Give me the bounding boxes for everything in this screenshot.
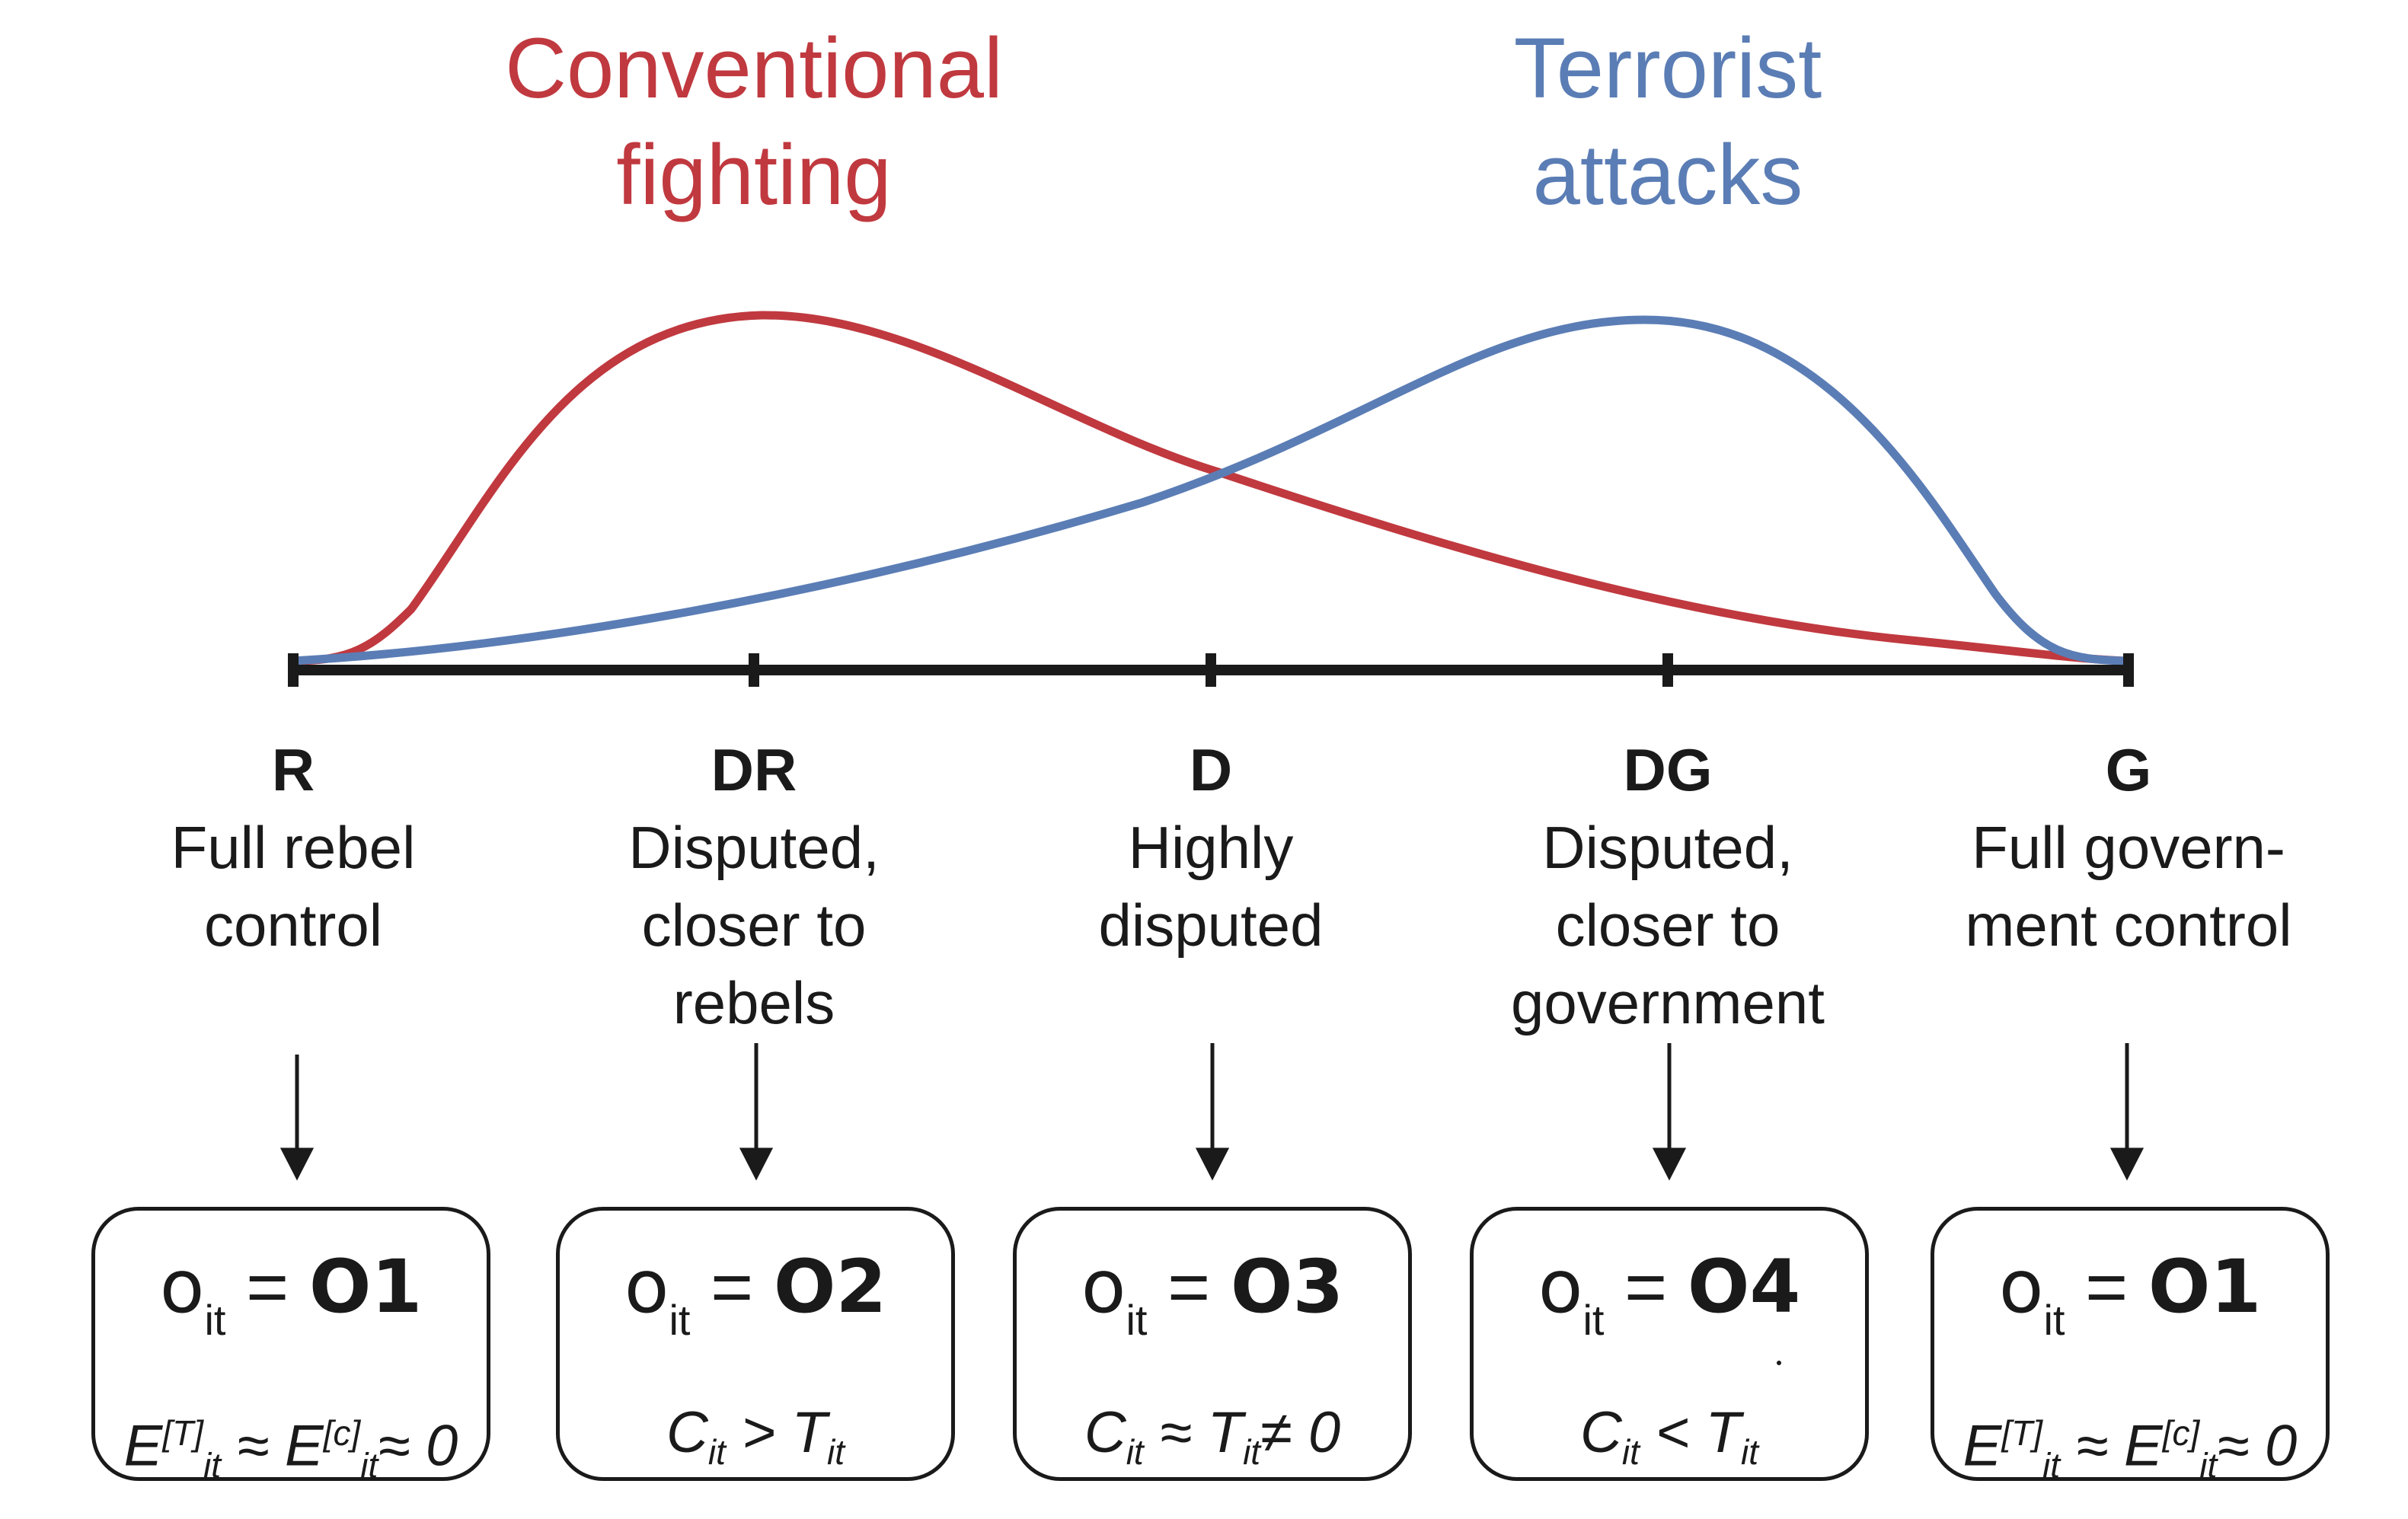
outcome-formula: Cit ≈ Tit≠ 0: [1017, 1396, 1408, 1489]
zone-description: Full rebel control: [171, 814, 416, 959]
formula-text: > T: [725, 1400, 827, 1465]
zone-code: DR: [711, 736, 797, 803]
outcome-box-O3: oit = O3 Cit ≈ Tit≠ 0: [1013, 1207, 1412, 1481]
zone-DR: DR Disputed, closer to rebels: [525, 731, 982, 1042]
formula-subscript: it: [1621, 1432, 1640, 1473]
formula-subscript: it: [203, 1445, 222, 1485]
zone-D: D Highly disputed: [982, 731, 1439, 964]
formula-subscript: it: [1126, 1432, 1144, 1473]
outcome-equation: oit = O1: [95, 1241, 487, 1366]
zone-DG: DG Disputed, closer to government: [1439, 731, 1896, 1042]
formula-text: ≈ 0: [2217, 1413, 2298, 1479]
formula-text: ≠ 0: [1260, 1400, 1341, 1465]
formula-subscript: it: [826, 1432, 845, 1473]
arrow-DR: [739, 1043, 774, 1181]
formula-subscript: it: [2042, 1445, 2061, 1485]
title-terrorist-line2: attacks: [1532, 127, 1803, 222]
title-conventional-fighting: Conventional fighting: [411, 15, 1097, 228]
outcome-equation: oit = O1: [1934, 1241, 2326, 1366]
formula-text: C: [1580, 1400, 1622, 1465]
title-conventional-line2: fighting: [616, 127, 892, 222]
equals-sign: =: [1167, 1246, 1211, 1328]
conventional-fighting-curve: [289, 311, 2129, 665]
outcome-value: O3: [1230, 1244, 1344, 1329]
formula-text: E: [123, 1413, 163, 1479]
outcome-subscript: it: [2043, 1296, 2065, 1344]
formula-superscript: [c]: [2162, 1413, 2200, 1453]
zone-G: G Full govern- ment control: [1900, 731, 2357, 964]
terrorist-attacks-curve: [289, 315, 2129, 665]
outcome-formula: Cit > Tit: [560, 1396, 951, 1489]
outcome-value: O2: [773, 1244, 887, 1329]
outcome-equation: oit = O2: [560, 1241, 951, 1366]
arrow-D: [1195, 1043, 1230, 1181]
formula-text: ≈ 0: [378, 1413, 458, 1479]
outcome-subscript: it: [1582, 1296, 1605, 1344]
zone-code: D: [1189, 736, 1233, 803]
zone-code: R: [271, 736, 315, 803]
formula-text: ≈ E: [2060, 1413, 2163, 1479]
equals-sign: =: [1624, 1246, 1668, 1328]
formula-text: C: [1084, 1400, 1126, 1465]
equals-sign: =: [2085, 1246, 2129, 1328]
zone-code: G: [2105, 736, 2152, 803]
outcome-value: O1: [308, 1244, 423, 1329]
zone-code: DG: [1623, 736, 1713, 803]
equals-sign: =: [246, 1246, 289, 1328]
outcome-box-O2: oit = O2 Cit > Tit: [556, 1207, 955, 1481]
formula-text: ≈ E: [221, 1413, 324, 1479]
zone-description: Full govern- ment control: [1965, 814, 2292, 959]
stray-mark: [1777, 1361, 1781, 1365]
equals-sign: =: [711, 1246, 754, 1328]
outcome-formula: E[T]it ≈ E[c]it≈ 0: [1934, 1396, 2326, 1502]
arrow-DG: [1652, 1043, 1687, 1181]
outcome-subscript: it: [669, 1296, 691, 1344]
formula-text: E: [1962, 1413, 2002, 1479]
outcome-subscript: it: [1126, 1296, 1148, 1344]
outcome-box-O4: oit = O4 Cit < Tit: [1470, 1207, 1869, 1481]
outcome-formula: E[T]it ≈ E[c]it≈ 0: [95, 1396, 487, 1502]
formula-subscript: it: [360, 1445, 378, 1485]
formula-superscript: [T]: [2001, 1413, 2043, 1453]
formula-subscript: it: [2199, 1445, 2218, 1485]
title-terrorist-line1: Terrorist: [1513, 21, 1822, 116]
formula-superscript: [T]: [162, 1413, 204, 1453]
zone-R: R Full rebel control: [65, 731, 522, 964]
zone-description: Highly disputed: [1098, 814, 1324, 959]
formula-text: ≈ T: [1143, 1400, 1244, 1465]
outcome-variable: o: [624, 1244, 669, 1329]
outcome-equation: oit = O4: [1474, 1241, 1865, 1366]
outcome-variable: o: [1538, 1244, 1583, 1329]
formula-text: C: [666, 1400, 708, 1465]
outcome-box-O1-rebel: oit = O1 E[T]it ≈ E[c]it≈ 0: [91, 1207, 490, 1485]
outcome-variable: o: [159, 1244, 205, 1329]
zone-description: Disputed, closer to rebels: [628, 814, 880, 1036]
outcome-formula: Cit < Tit: [1474, 1396, 1865, 1489]
formula-text: < T: [1639, 1400, 1741, 1465]
arrow-G: [2109, 1043, 2145, 1181]
outcome-subscript: it: [204, 1296, 226, 1344]
title-conventional-line1: Conventional: [505, 21, 1003, 116]
outcome-equation: oit = O3: [1017, 1241, 1408, 1366]
arrow-R: [279, 1055, 315, 1181]
outcome-variable: o: [1998, 1244, 2044, 1329]
outcome-value: O1: [2148, 1244, 2262, 1329]
formula-superscript: [c]: [323, 1413, 361, 1453]
zone-description: Disputed, closer to government: [1511, 814, 1825, 1036]
outcome-value: O4: [1687, 1244, 1801, 1329]
formula-subscript: it: [1740, 1432, 1758, 1473]
formula-subscript: it: [707, 1432, 726, 1473]
outcome-variable: o: [1081, 1244, 1126, 1329]
outcome-box-O1-government: oit = O1 E[T]it ≈ E[c]it≈ 0: [1931, 1207, 2330, 1485]
title-terrorist-attacks: Terrorist attacks: [1325, 15, 2010, 228]
formula-subscript: it: [1243, 1432, 1261, 1473]
